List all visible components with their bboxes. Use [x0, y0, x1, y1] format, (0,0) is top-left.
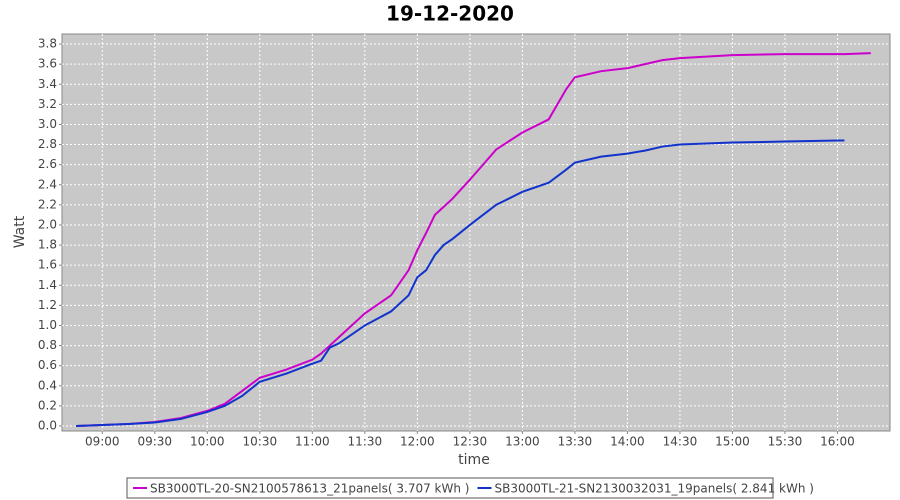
y-axis-label: Watt — [12, 215, 28, 248]
x-tick-label: 15:30 — [768, 435, 803, 449]
y-tick-label: 2.6 — [38, 157, 57, 171]
y-tick-label: 0.4 — [38, 378, 57, 392]
x-tick-label: 16:00 — [820, 435, 855, 449]
x-tick-label: 15:00 — [715, 435, 750, 449]
legend-label: SB3000TL-21-SN2130032031_19panels( 2.841… — [494, 482, 813, 496]
x-tick-label: 12:30 — [453, 435, 488, 449]
y-tick-label: 1.2 — [38, 298, 57, 312]
y-tick-label: 1.0 — [38, 318, 57, 332]
x-tick-label: 13:00 — [505, 435, 540, 449]
legend-label: SB3000TL-20-SN2100578613_21panels( 3.707… — [150, 482, 469, 496]
x-tick-label: 11:30 — [348, 435, 383, 449]
x-axis-label: time — [458, 452, 490, 468]
y-tick-label: 3.2 — [38, 97, 57, 111]
y-tick-label: 1.6 — [38, 258, 57, 272]
x-tick-label: 14:30 — [663, 435, 698, 449]
x-tick-label: 13:30 — [558, 435, 593, 449]
y-tick-label: 1.4 — [38, 278, 57, 292]
x-tick-label: 10:00 — [190, 435, 225, 449]
series-line — [75, 52, 871, 427]
series-line — [75, 139, 845, 427]
y-tick-label: 2.0 — [38, 217, 57, 231]
y-tick-label: 3.4 — [38, 77, 57, 91]
x-tick-label: 09:00 — [85, 435, 120, 449]
x-tick-label: 11:00 — [295, 435, 330, 449]
x-tick-label: 09:30 — [137, 435, 172, 449]
y-tick-label: 2.4 — [38, 177, 57, 191]
y-tick-label: 0.2 — [38, 398, 57, 412]
x-tick-label: 10:30 — [243, 435, 278, 449]
x-tick-label: 14:00 — [610, 435, 645, 449]
y-tick-label: 3.6 — [38, 57, 57, 71]
y-tick-label: 0.8 — [38, 338, 57, 352]
y-tick-label: 3.8 — [38, 37, 57, 51]
legend — [126, 477, 774, 499]
x-tick-label: 12:00 — [400, 435, 435, 449]
plot-area — [61, 33, 891, 432]
y-tick-label: 2.2 — [38, 197, 57, 211]
y-tick-label: 0.0 — [38, 418, 57, 432]
y-tick-label: 0.6 — [38, 358, 57, 372]
y-tick-label: 1.8 — [38, 238, 57, 252]
y-tick-label: 3.0 — [38, 117, 57, 131]
y-tick-label: 2.8 — [38, 137, 57, 151]
chart-title: 19-12-2020 — [386, 2, 514, 26]
